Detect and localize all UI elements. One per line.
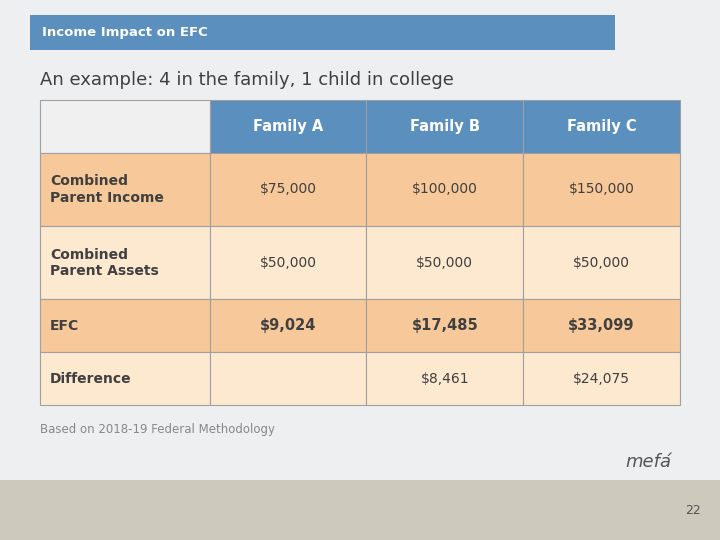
Bar xyxy=(210,352,366,405)
Bar xyxy=(0,480,720,540)
Bar xyxy=(523,352,680,405)
Bar xyxy=(523,299,680,352)
Bar xyxy=(366,299,523,352)
Bar xyxy=(40,153,210,226)
Text: $75,000: $75,000 xyxy=(259,183,317,197)
Text: Combined
Parent Assets: Combined Parent Assets xyxy=(50,248,158,278)
Bar xyxy=(366,226,523,299)
Bar xyxy=(366,100,523,153)
Text: EFC: EFC xyxy=(50,319,79,333)
Bar xyxy=(40,226,210,299)
Bar xyxy=(523,226,680,299)
Text: An example: 4 in the family, 1 child in college: An example: 4 in the family, 1 child in … xyxy=(40,71,454,89)
Text: $8,461: $8,461 xyxy=(420,372,469,386)
Bar xyxy=(0,0,720,480)
Bar xyxy=(210,299,366,352)
Bar xyxy=(210,100,366,153)
Bar xyxy=(40,100,210,153)
Bar xyxy=(210,153,366,226)
Bar xyxy=(40,299,210,352)
Text: $50,000: $50,000 xyxy=(416,256,473,269)
Bar xyxy=(366,153,523,226)
Text: $150,000: $150,000 xyxy=(569,183,634,197)
Text: $24,075: $24,075 xyxy=(573,372,630,386)
Text: $17,485: $17,485 xyxy=(411,318,478,333)
Bar xyxy=(523,100,680,153)
Bar xyxy=(210,226,366,299)
Text: $9,024: $9,024 xyxy=(260,318,316,333)
Text: Family C: Family C xyxy=(567,119,636,134)
Text: Family B: Family B xyxy=(410,119,480,134)
Text: $50,000: $50,000 xyxy=(573,256,630,269)
Text: Combined
Parent Income: Combined Parent Income xyxy=(50,174,164,205)
Text: Based on 2018-19 Federal Methodology: Based on 2018-19 Federal Methodology xyxy=(40,423,275,436)
Text: Difference: Difference xyxy=(50,372,132,386)
Text: $33,099: $33,099 xyxy=(568,318,635,333)
Text: mefá: mefá xyxy=(625,453,671,471)
Bar xyxy=(40,352,210,405)
Text: Family A: Family A xyxy=(253,119,323,134)
Text: Income Impact on EFC: Income Impact on EFC xyxy=(42,26,208,39)
Bar xyxy=(30,15,615,50)
Text: 22: 22 xyxy=(685,503,701,516)
Text: $50,000: $50,000 xyxy=(259,256,317,269)
Text: $100,000: $100,000 xyxy=(412,183,478,197)
Bar xyxy=(366,352,523,405)
Bar xyxy=(523,153,680,226)
